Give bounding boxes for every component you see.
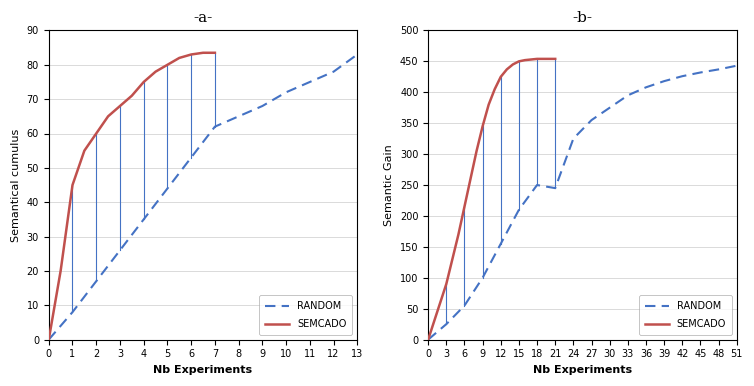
SEMCADO [139,80,149,84]
RANDOM [353,52,362,57]
SEMCADO [544,57,553,61]
X-axis label: Nb Experiments: Nb Experiments [154,365,253,375]
RANDOM [624,93,633,98]
RANDOM [532,183,541,187]
RANDOM [92,279,101,284]
Line: SEMCADO: SEMCADO [428,59,555,340]
SEMCADO [478,124,487,129]
Line: RANDOM: RANDOM [428,66,737,340]
SEMCADO [68,183,77,187]
SEMCADO [502,67,511,72]
Y-axis label: Semantical cumulus: Semantical cumulus [11,129,21,242]
SEMCADO [484,102,493,107]
SEMCADO [163,63,172,67]
SEMCADO [424,337,433,342]
RANDOM [732,63,741,68]
RANDOM [115,248,124,252]
RANDOM [478,276,487,280]
RANDOM [68,310,77,315]
RANDOM [210,124,219,129]
SEMCADO [460,204,469,209]
SEMCADO [210,51,219,55]
SEMCADO [466,176,475,181]
RANDOM [714,67,723,72]
SEMCADO [508,62,517,67]
SEMCADO [514,59,523,64]
RANDOM [44,337,54,342]
Legend: RANDOM, SEMCADO: RANDOM, SEMCADO [259,295,352,335]
SEMCADO [80,148,89,153]
RANDOM [460,303,469,308]
RANDOM [281,90,290,95]
Legend: RANDOM, SEMCADO: RANDOM, SEMCADO [639,295,732,335]
RANDOM [258,104,267,108]
SEMCADO [198,51,207,55]
SEMCADO [92,131,101,136]
SEMCADO [496,74,505,79]
RANDOM [514,207,523,212]
RANDOM [234,114,243,119]
RANDOM [569,136,578,141]
SEMCADO [490,87,499,91]
RANDOM [678,74,687,78]
SEMCADO [56,269,65,273]
SEMCADO [103,114,112,119]
SEMCADO [532,57,541,61]
RANDOM [187,155,196,160]
SEMCADO [538,57,547,61]
SEMCADO [127,93,136,98]
RANDOM [642,85,651,90]
RANDOM [139,217,149,222]
RANDOM [660,79,669,83]
RANDOM [587,118,596,122]
RANDOM [605,105,615,110]
Title: -a-: -a- [194,11,213,25]
RANDOM [329,69,338,74]
SEMCADO [115,104,124,108]
X-axis label: Nb Experiments: Nb Experiments [533,365,632,375]
SEMCADO [526,57,535,62]
SEMCADO [472,149,481,153]
Title: -b-: -b- [572,11,593,25]
RANDOM [696,70,705,75]
SEMCADO [550,57,559,61]
SEMCADO [454,232,463,237]
RANDOM [163,186,172,191]
SEMCADO [442,282,451,286]
SEMCADO [187,52,196,57]
SEMCADO [44,337,54,342]
Line: SEMCADO: SEMCADO [49,53,215,340]
SEMCADO [430,319,439,323]
RANDOM [550,186,559,190]
Y-axis label: Semantic Gain: Semantic Gain [385,144,394,226]
SEMCADO [448,257,457,262]
RANDOM [442,322,451,327]
RANDOM [424,337,433,342]
SEMCADO [175,56,184,60]
RANDOM [305,80,314,84]
Line: RANDOM: RANDOM [49,54,357,340]
RANDOM [496,242,505,246]
SEMCADO [520,58,529,63]
SEMCADO [436,300,445,305]
SEMCADO [151,69,160,74]
